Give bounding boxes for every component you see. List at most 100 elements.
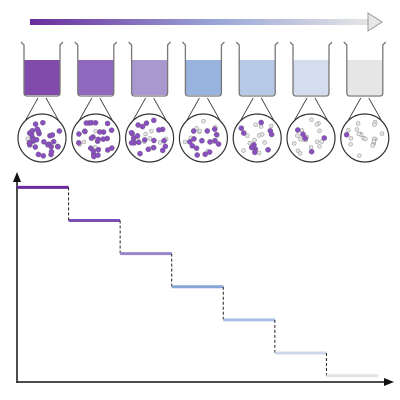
particle — [357, 153, 362, 158]
magnifier — [17, 113, 67, 163]
particle — [262, 140, 267, 145]
particle — [355, 121, 361, 126]
particle — [346, 128, 351, 133]
beaker — [343, 41, 387, 97]
particle — [29, 127, 36, 134]
particle — [308, 145, 314, 150]
particle — [211, 126, 218, 132]
particle — [88, 119, 95, 126]
gradient-arrow — [30, 19, 370, 25]
particle — [308, 148, 315, 155]
liquid — [185, 60, 222, 95]
particle — [56, 128, 63, 134]
particle — [189, 143, 196, 149]
particle — [343, 132, 350, 138]
particle — [145, 146, 152, 153]
particle — [379, 131, 385, 136]
particle — [137, 150, 143, 157]
particle — [104, 120, 111, 127]
particle — [50, 138, 57, 145]
particle — [150, 144, 157, 151]
particle — [76, 131, 82, 137]
y-axis-arrow — [13, 172, 21, 182]
particle — [256, 133, 262, 138]
particle — [268, 131, 275, 138]
particle — [199, 138, 205, 144]
particle — [258, 119, 264, 126]
particle — [156, 127, 162, 133]
particle — [354, 127, 360, 132]
particle — [202, 151, 208, 157]
beaker — [289, 41, 333, 97]
particle — [319, 139, 324, 144]
beaker — [20, 41, 64, 97]
particle — [161, 137, 167, 144]
particle — [314, 139, 320, 144]
particle — [93, 128, 98, 134]
particle — [34, 126, 41, 132]
particle — [256, 150, 262, 156]
particle — [41, 139, 47, 145]
particle — [128, 140, 135, 146]
particle — [207, 139, 213, 145]
particle — [49, 132, 56, 138]
particle — [321, 135, 328, 141]
particle — [143, 131, 148, 137]
particle — [197, 128, 203, 134]
particle — [190, 128, 197, 134]
particle — [248, 144, 255, 151]
particle — [147, 136, 153, 141]
particle — [213, 131, 220, 138]
liquid — [131, 60, 168, 95]
particle — [269, 123, 274, 129]
particle — [81, 139, 86, 144]
particle — [241, 148, 246, 153]
particle — [187, 139, 193, 145]
particle — [317, 144, 322, 149]
particle — [35, 151, 42, 158]
particle — [194, 152, 200, 158]
particle — [130, 135, 137, 141]
particle — [252, 149, 258, 156]
particle — [314, 122, 320, 127]
liquid — [346, 60, 383, 95]
particle — [356, 131, 362, 137]
particle — [215, 141, 222, 147]
particle — [295, 127, 301, 133]
particle — [245, 133, 250, 138]
particle — [159, 147, 166, 154]
particle — [88, 135, 95, 141]
particle — [32, 121, 39, 127]
particle — [317, 128, 322, 133]
beaker — [235, 41, 279, 97]
particle — [108, 127, 115, 133]
particle — [363, 136, 368, 142]
beaker — [74, 41, 118, 97]
particle — [95, 152, 101, 158]
particle — [253, 122, 258, 127]
particle — [295, 133, 300, 138]
particle — [90, 148, 97, 154]
liquid — [239, 60, 276, 95]
particle — [105, 147, 111, 153]
particle — [241, 130, 247, 136]
particle — [206, 149, 213, 155]
particle — [75, 140, 82, 146]
x-axis-arrow — [384, 378, 394, 386]
particle — [191, 136, 197, 142]
particle — [298, 136, 303, 142]
particle — [97, 129, 103, 135]
particle — [81, 128, 88, 134]
particle — [135, 122, 141, 128]
particle — [372, 122, 377, 127]
particle — [95, 146, 102, 153]
liquid — [77, 60, 114, 95]
particle — [295, 148, 301, 153]
particle — [201, 119, 206, 124]
particle — [32, 144, 39, 150]
particle — [26, 140, 33, 146]
particle — [204, 128, 211, 134]
particle — [193, 145, 200, 151]
particle — [371, 139, 376, 144]
